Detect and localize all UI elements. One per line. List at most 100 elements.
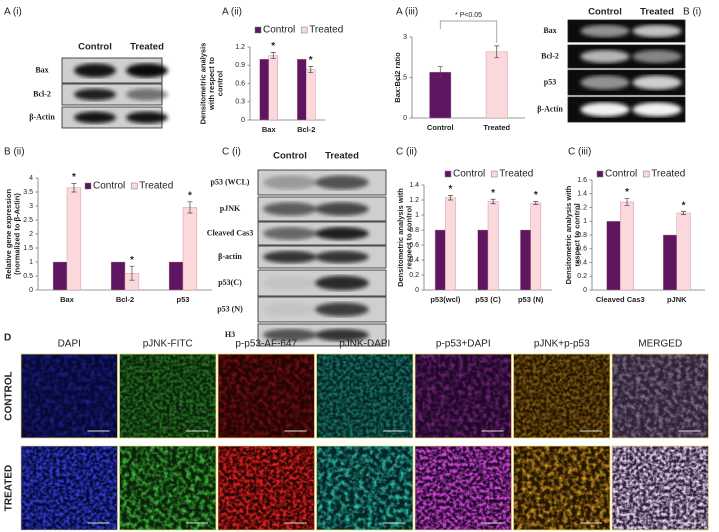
blot-band [632,102,682,117]
panel-label: A (i) [4,7,22,18]
panel-label: B (ii) [4,147,25,158]
blot-band [74,63,116,78]
blot-band [126,111,168,124]
legend-label: Treated [139,181,173,192]
micrograph-signal [612,354,709,438]
significance: * [682,200,686,211]
blot-band [632,50,682,63]
blot-band [315,250,369,264]
y-tick-label: 0 [403,115,407,122]
x-tick-label: pJNK [667,295,687,304]
blot-band [263,302,317,317]
micrograph-signal [21,354,118,438]
x-tick-label: Bcl-2 [297,125,315,134]
protein-label: Bax [543,26,556,35]
error-bar [308,66,314,73]
micrograph-signal [119,446,216,530]
bar [52,261,68,291]
column-header: pJNK+p-p53 [534,339,590,350]
bar [110,261,126,291]
protein-label: p53 [544,77,556,86]
y-tick-label: 1.2 [409,197,419,204]
blot-band [632,24,682,38]
y-tick-label: 0.5 [23,273,33,280]
blot-band [580,50,630,63]
error-bar [624,198,630,206]
protein-label: p53 (N) [217,304,243,313]
micrograph-signal [316,354,413,438]
legend-swatch [596,170,604,178]
x-tick-label: Treated [483,123,510,132]
y-tick-label: 0.2 [409,272,419,279]
y-tick-label: 2.5 [23,217,33,224]
blot-band [126,63,168,78]
protein-label: Cleaved Cas3 [207,228,253,237]
error-bar [681,211,687,215]
y-tick-label: 0.8 [409,227,419,234]
y-tick-label: 0.2 [577,273,587,280]
y-tick-label: 3.5 [23,189,33,196]
micrograph-signal [21,446,118,530]
y-axis-title: Densitometric analysis withrespect to co… [396,188,414,287]
bar [530,202,542,291]
y-tick-label: 0.8 [577,232,587,239]
bar [297,58,307,121]
legend-swatch [130,182,138,190]
significance: * [491,188,495,199]
y-axis-title: Bax:Bcl2 ratio [393,52,402,103]
lane-header: Treated [640,7,674,18]
y-tick-label: 0 [583,287,587,294]
panel-label: C (ii) [396,147,417,158]
panel-label: A (iii) [396,7,418,18]
blot-band [580,24,630,38]
error-bar [187,201,193,214]
legend-label: Control [453,169,485,180]
panel-label: C (i) [222,147,241,158]
bar [259,58,269,121]
y-tick-label: 1.5 [397,74,407,81]
blot-band [263,250,317,264]
protein-label: Bcl-2 [33,89,51,98]
significance: * [271,41,275,52]
protein-label: p53(C) [218,278,242,287]
y-tick-label: 0.3 [235,99,245,106]
blot-band [315,302,369,317]
blot-band [632,75,682,90]
y-tick-label: 0 [29,287,33,294]
lane-header: Control [273,151,307,162]
micrograph-signal [415,354,512,438]
y-tick-label: 1.2 [577,204,587,211]
blot-band [580,75,630,90]
error-bar [437,66,443,78]
error-bar [71,183,77,193]
column-header: MERGED [638,339,682,350]
blot-band [74,111,116,124]
significance: * [130,255,134,266]
blot-band [315,227,369,240]
bar [520,229,531,291]
row-label: TREATED [4,465,15,511]
protein-label: p53 (WCL) [211,177,250,186]
panel-label: C (iii) [568,147,591,158]
legend-label: Treated [309,25,343,36]
micrograph-signal [513,354,610,438]
x-tick-label: p53 (C) [475,295,501,304]
bar [485,51,508,119]
bar [434,229,446,291]
y-tick-label: 0.6 [409,242,419,249]
error-bar [270,52,276,59]
panel-label: D [4,333,11,344]
y-tick-label: 1.4 [577,191,587,198]
bar [662,234,677,291]
bar [606,221,621,291]
y-tick-label: 3 [403,34,407,41]
significance-bracket [439,20,498,43]
blot-band [315,328,369,342]
bar [168,261,184,291]
y-tick-label: 0 [241,117,245,124]
bar [66,187,82,291]
panel-label: A (ii) [222,7,242,18]
y-tick-label: 1 [415,212,419,219]
legend-label: Control [263,25,295,36]
protein-label: Bcl-2 [541,51,559,60]
